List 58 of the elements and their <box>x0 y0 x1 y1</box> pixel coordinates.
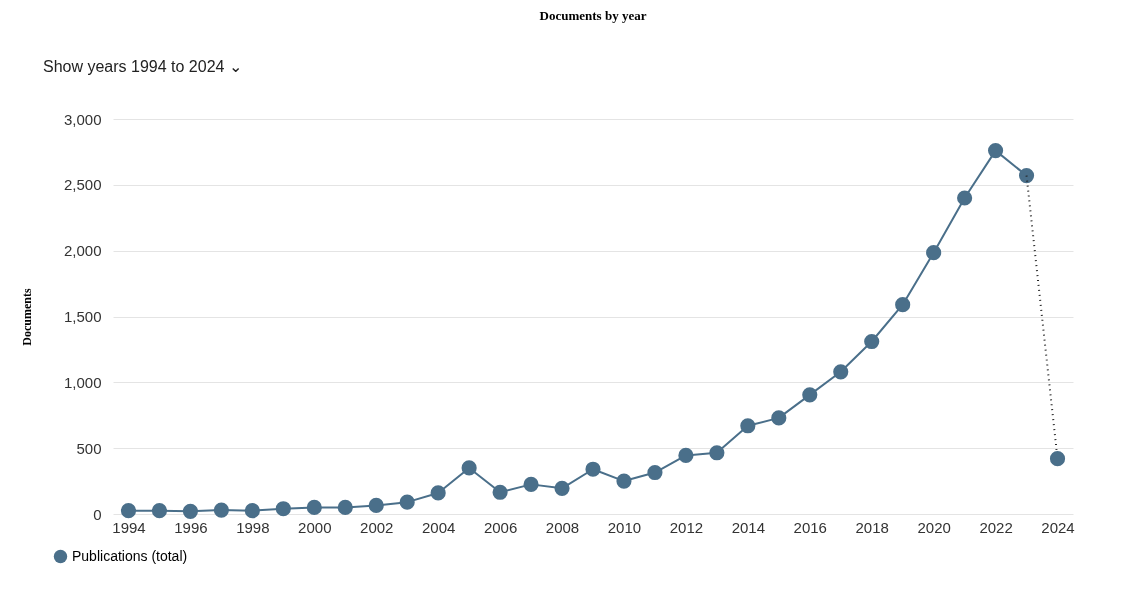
x-tick-label: 1994 <box>112 518 146 536</box>
point <box>151 503 168 519</box>
point <box>1018 168 1035 184</box>
point <box>461 460 477 476</box>
y-tick-label: 0 <box>93 505 102 523</box>
x-tick-label: 1996 <box>174 518 208 536</box>
x-tick-label: 2016 <box>793 518 827 536</box>
x-tick-label: 2024 <box>1041 518 1075 536</box>
point <box>213 502 229 518</box>
point <box>430 485 446 501</box>
x-tick-label: 2004 <box>421 518 456 536</box>
y-tick-label: 500 <box>76 439 102 457</box>
point <box>926 245 942 261</box>
x-tick-label: 2000 <box>298 518 332 536</box>
point <box>554 480 570 496</box>
point <box>895 297 911 313</box>
y-tick-label: 3,000 <box>63 110 102 128</box>
point <box>182 503 198 519</box>
x-tick-label: 2014 <box>731 518 766 536</box>
x-tick-label: 1998 <box>236 518 270 536</box>
legend-label: Publications (total) <box>72 547 188 564</box>
y-tick-label: 2,000 <box>63 242 102 260</box>
point <box>678 447 694 463</box>
point <box>337 499 353 515</box>
x-tick-label: 2020 <box>917 518 951 536</box>
point <box>585 461 601 477</box>
x-tick-label: 2012 <box>669 518 704 536</box>
x-tick-label: 2008 <box>545 518 580 536</box>
y-axis-title: Documents <box>19 288 34 346</box>
point <box>771 410 787 426</box>
point <box>275 501 291 517</box>
point <box>244 503 260 519</box>
point <box>492 484 508 500</box>
point <box>616 473 632 489</box>
x-tick-label: 2006 <box>483 518 518 536</box>
point <box>988 143 1004 159</box>
y-tick-label: 1,000 <box>63 373 102 391</box>
point <box>802 387 818 403</box>
y-tick-label: 1,500 <box>63 308 102 325</box>
point <box>399 494 415 510</box>
point <box>120 503 137 519</box>
point <box>833 364 849 380</box>
x-tick-label: 2010 <box>607 518 642 536</box>
point <box>647 464 663 481</box>
point <box>1049 451 1066 467</box>
x-tick-label: 2018 <box>855 518 889 536</box>
point <box>368 497 384 514</box>
y-tick-label: 2,500 <box>63 176 102 194</box>
text: Show years 1994 to 2024 ⌄ <box>43 58 242 75</box>
x-tick-label: 2002 <box>360 518 394 536</box>
point <box>740 418 756 434</box>
point <box>523 476 539 492</box>
point <box>957 190 973 206</box>
x-tick-label: 2022 <box>979 518 1013 536</box>
point <box>306 499 322 515</box>
chart-title: Documents by year <box>539 8 647 23</box>
point <box>864 333 880 350</box>
point <box>709 445 725 461</box>
